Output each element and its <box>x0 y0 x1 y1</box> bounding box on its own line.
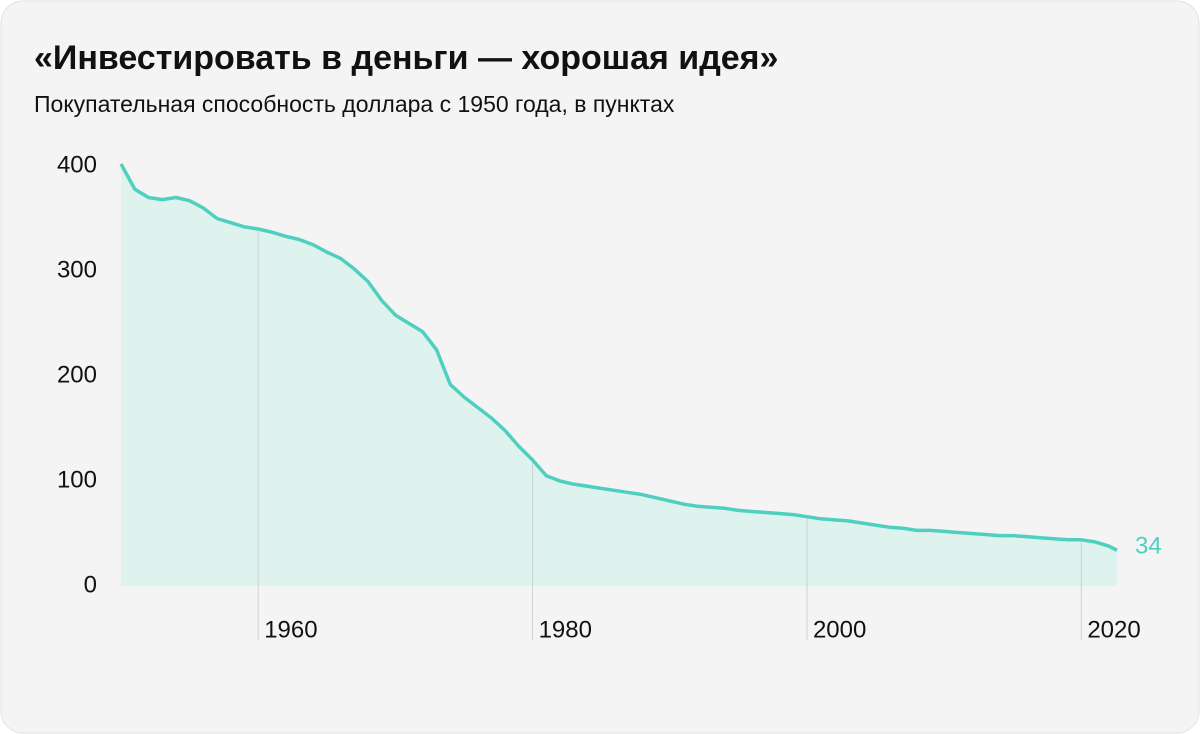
x-tick-label: 2000 <box>813 616 866 643</box>
chart-subtitle: Покупательная способность доллара с 1950… <box>34 91 675 117</box>
area <box>121 163 1117 586</box>
y-tick-label: 100 <box>57 466 97 493</box>
y-tick-label: 300 <box>57 256 97 283</box>
x-tick-label: 1980 <box>539 616 592 643</box>
x-tick-label: 1960 <box>264 616 317 643</box>
y-tick-label: 200 <box>57 361 97 388</box>
end-label: 34 <box>1135 533 1162 560</box>
line <box>119 163 1118 552</box>
x-tick-label: 2020 <box>1087 616 1140 643</box>
y-tick-label: 0 <box>84 571 97 598</box>
chart-title: «Инвестировать в деньги — хорошая идея» <box>34 39 778 77</box>
y-tick-label: 400 <box>57 151 97 178</box>
